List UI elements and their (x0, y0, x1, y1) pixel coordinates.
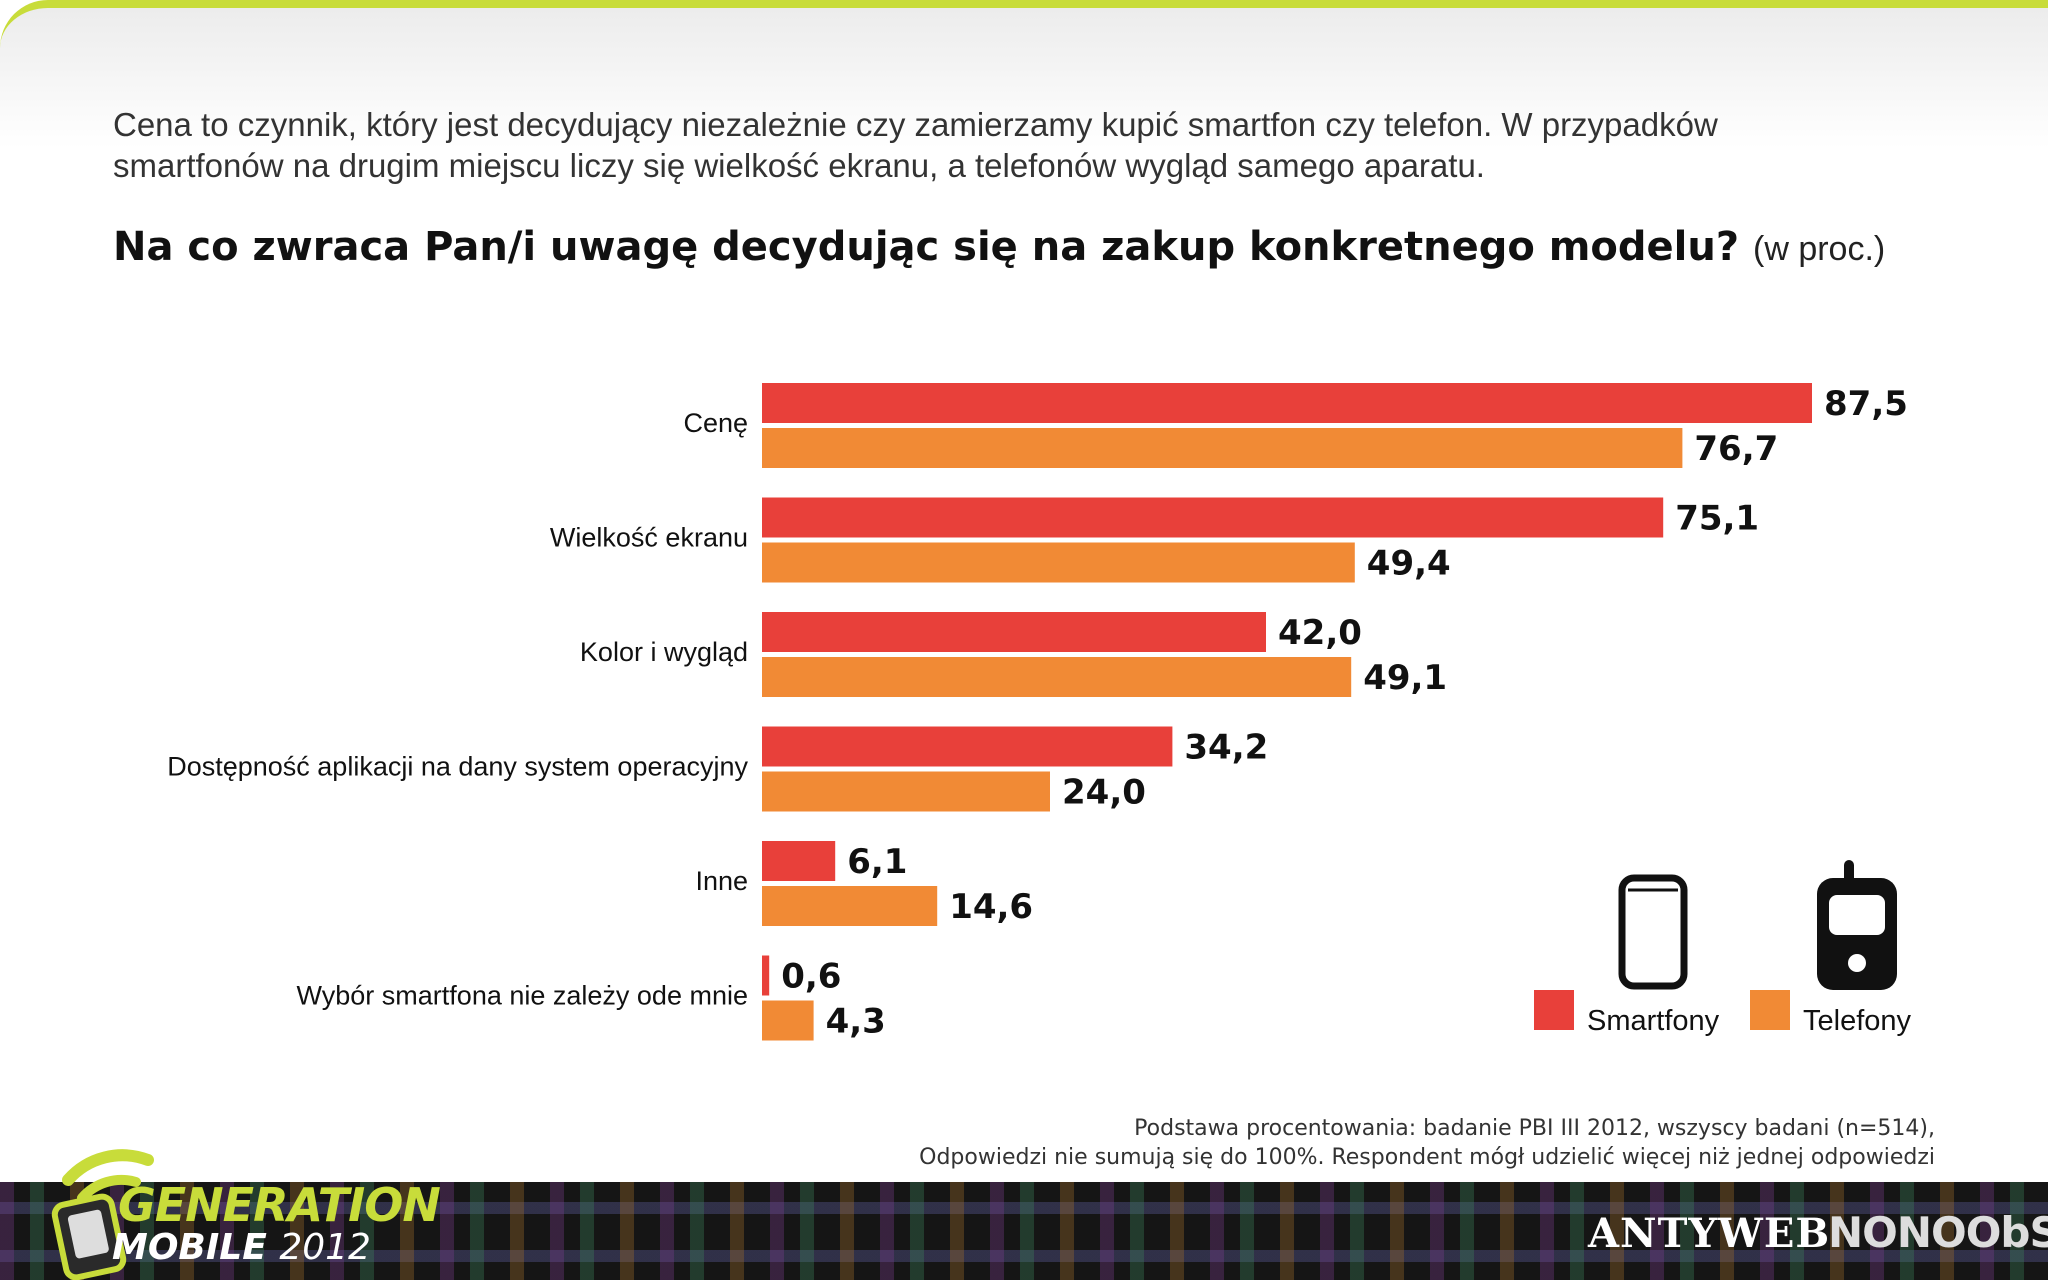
question-unit: (w proc.) (1753, 230, 1886, 268)
value-label-telefony-dostepnosc-aplikacji-na-dany-system-operacyjny: 24,0 (1062, 773, 1146, 813)
value-label-smartfony-kolor-i-wyglad: 42,0 (1278, 613, 1362, 653)
footer-band (0, 1182, 2048, 1280)
antyweb-logo: ANTYWEB (1588, 1210, 1831, 1257)
category-label-wielkosc-ekranu: Wielkość ekranu (550, 523, 748, 553)
mobile-phone-icon (1817, 860, 1897, 990)
nonoobs-logo: NONOObS (1828, 1208, 2048, 1257)
bar-telefony-wielkosc-ekranu (762, 542, 1355, 583)
bar-telefony-wybor-smartfona-nie-zalezy-ode-mnie (762, 1000, 814, 1041)
bar-telefony-cene (762, 428, 1683, 468)
generation-text: GENERATION (118, 1178, 441, 1232)
generation-mobile-logo (51, 1149, 154, 1280)
value-label-smartfony-wybor-smartfona-nie-zalezy-ode-mnie: 0,6 (781, 957, 841, 997)
value-label-telefony-wielkosc-ekranu: 49,4 (1367, 544, 1451, 584)
value-label-telefony-kolor-i-wyglad: 49,1 (1363, 658, 1447, 698)
category-label-kolor-i-wyglad: Kolor i wygląd (580, 637, 748, 667)
footnote-line-1: Podstawa procentowania: badanie PBI III … (1134, 1116, 1935, 1141)
bar-smartfony-kolor-i-wyglad (762, 612, 1266, 652)
intro-text: Cena to czynnik, który jest decydujący n… (113, 104, 1913, 186)
category-label-cene: Cenę (683, 408, 748, 438)
mobile-text: MOBILE (112, 1227, 267, 1268)
bar-smartfony-inne (762, 841, 836, 881)
intro-line-1: Cena to czynnik, który jest decydujący n… (113, 106, 1718, 143)
bars-group: Cenę 87,5 76,7 Wielkość ekranu 75,1 49,4 Kolor… (167, 383, 1908, 1042)
value-label-telefony-cene: 76,7 (1694, 429, 1778, 469)
footnote: Podstawa procentowania: badanie PBI III … (919, 1114, 1935, 1172)
legend-label-smartfony: Smartfony (1587, 1005, 1720, 1037)
bar-chart: Cenę 87,5 76,7 Wielkość ekranu 75,1 49,4 Kolor… (167, 383, 1912, 1042)
bar-smartfony-cene (762, 383, 1812, 423)
value-label-smartfony-wielkosc-ekranu: 75,1 (1675, 499, 1759, 539)
value-label-smartfony-dostepnosc-aplikacji-na-dany-system-operacyjny: 34,2 (1184, 728, 1268, 768)
intro-line-2: smartfonów na drugim miejscu liczy się w… (113, 147, 1485, 184)
value-label-telefony-inne: 14,6 (949, 887, 1033, 927)
value-label-smartfony-cene: 87,5 (1824, 384, 1908, 424)
smartphone-icon (1618, 874, 1688, 990)
value-label-telefony-wybor-smartfona-nie-zalezy-ode-mnie: 4,3 (826, 1002, 886, 1042)
legend: Smartfony Telefony (1534, 860, 1912, 1037)
category-label-wybor-smartfona-nie-zalezy-ode-mnie: Wybór smartfona nie zależy ode mnie (297, 981, 748, 1011)
legend-swatch-smartfony (1534, 990, 1574, 1030)
question-text: Na co zwraca Pan/i uwagę decydując się n… (113, 224, 1740, 270)
legend-swatch-telefony (1750, 990, 1790, 1030)
bar-telefony-kolor-i-wyglad (762, 657, 1352, 697)
year-text: 2012 (279, 1227, 371, 1268)
legend-label-telefony: Telefony (1803, 1005, 1912, 1037)
bar-telefony-dostepnosc-aplikacji-na-dany-system-operacyjny (762, 771, 1050, 812)
bar-smartfony-dostepnosc-aplikacji-na-dany-system-operacyjny (762, 726, 1173, 767)
bar-smartfony-wybor-smartfona-nie-zalezy-ode-mnie (762, 955, 770, 996)
bar-telefony-inne (762, 886, 938, 926)
bar-smartfony-wielkosc-ekranu (762, 497, 1664, 538)
footnote-line-2: Odpowiedzi nie sumują się do 100%. Respo… (919, 1145, 1935, 1170)
chart-question: Na co zwraca Pan/i uwagę decydując się n… (113, 224, 2013, 270)
value-label-smartfony-inne: 6,1 (847, 842, 907, 882)
category-label-inne: Inne (695, 866, 748, 896)
category-label-dostepnosc-aplikacji-na-dany-system-operacyjny: Dostępność aplikacji na dany system oper… (167, 752, 748, 782)
mobile-year-text: MOBILE 2012 (112, 1228, 371, 1268)
